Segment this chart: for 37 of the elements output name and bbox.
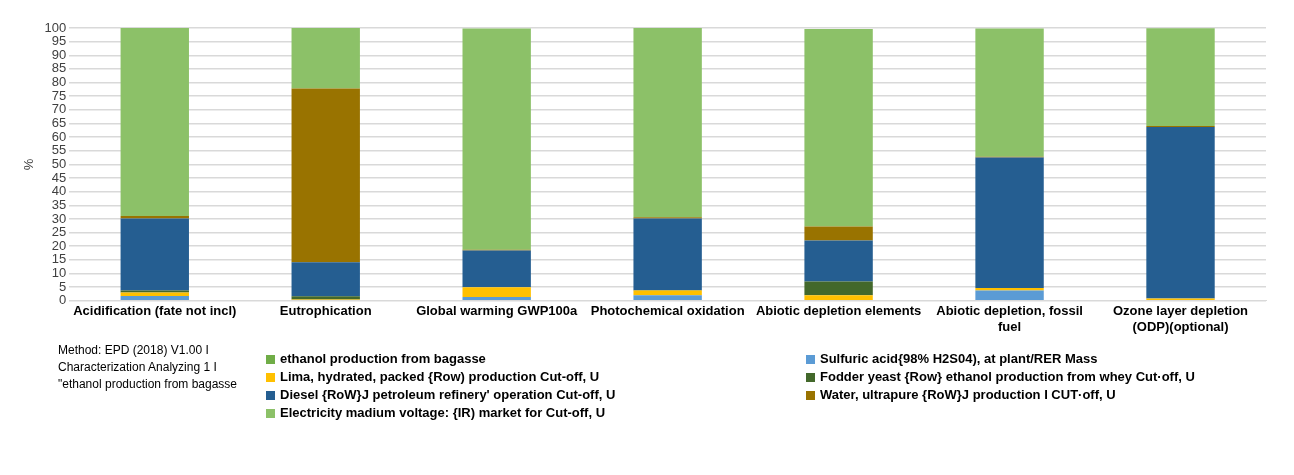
y-tick-label: 55 [51, 142, 67, 158]
y-tick-label: 95 [51, 33, 67, 49]
y-tick-label: 20 [51, 237, 67, 253]
y-tick-label: 0 [59, 292, 67, 308]
y-tick-label: 90 [51, 46, 67, 62]
y-tick-label: 60 [51, 128, 67, 144]
y-tick-label: 40 [51, 183, 67, 199]
y-tick-label: 45 [51, 169, 67, 185]
y-tick-label: 15 [51, 251, 67, 267]
y-tick-label: 75 [51, 87, 67, 103]
legend-label: Fodder yeast {Row} ethanol production from whey Cut·off, U [820, 368, 1195, 386]
text: Method: EPD (2018) V1.00 I Characterization Analyzing 1 I "ethanol production from bagasse [58, 342, 239, 393]
x-tick-label: Abiotic depletion elements [755, 303, 922, 319]
x-tick-label: Eutrophication [279, 303, 372, 319]
y-tick-label: 85 [51, 60, 67, 76]
legend-label: Lima, hydrated, packed {Row) production Cut-off, U [280, 368, 600, 386]
y-tick-label: 10 [51, 265, 67, 281]
legend-label: Electricity madium voltage: {IR) market for Cut-off, U [280, 404, 606, 422]
x-tick-label: Acidification (fate not incl) [73, 303, 237, 319]
legend-label: Sulfuric acid{98% H2S04), at plant/RER Mass [820, 350, 1098, 368]
y-tick-label: 5 [59, 278, 67, 294]
x-tick-label: Photochemical oxidation [590, 303, 745, 319]
y-tick-label: 80 [51, 74, 67, 90]
x-tick-label: Ozone layer depletion (ODP)(optional) [1112, 303, 1249, 334]
y-tick-label: 25 [51, 224, 67, 240]
legend-label: Water, ultrapure {RoW}J production I CUT·off, U [820, 386, 1116, 404]
x-tick-label: Abiotic depletion, fossil fuel [936, 303, 1083, 334]
y-tick-label: 50 [51, 155, 67, 171]
legend-label: Diesel {RoW}J petroleum refinery' operation Cut-off, U [280, 386, 616, 404]
y-tick-label: 65 [51, 115, 67, 131]
legend-label: ethanol production from bagasse [280, 350, 486, 368]
y-tick-label: 100 [44, 19, 67, 35]
y-axis-title: % [21, 158, 37, 171]
x-tick-label: Global warming GWP100a [416, 303, 578, 319]
y-tick-label: 30 [51, 210, 67, 226]
y-tick-label: 70 [51, 101, 67, 117]
y-tick-label: 35 [51, 196, 67, 212]
